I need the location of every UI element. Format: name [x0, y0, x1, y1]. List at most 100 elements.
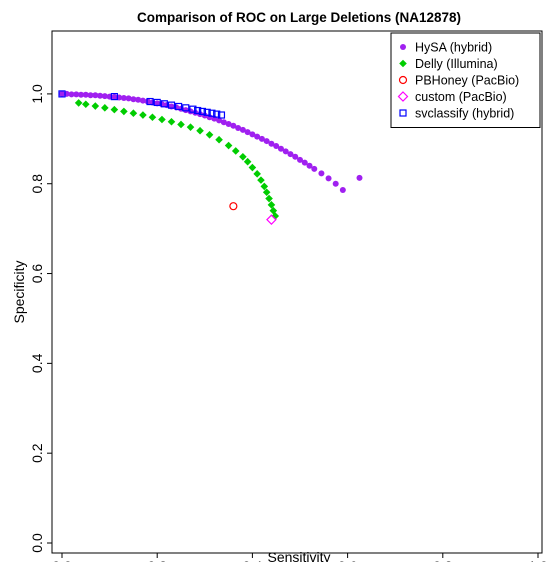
legend-marker	[400, 44, 406, 50]
data-point	[139, 111, 147, 119]
data-point	[249, 131, 256, 138]
legend-box	[390, 32, 541, 128]
data-point	[229, 202, 238, 211]
legend-label: Delly (Illumina)	[415, 57, 498, 71]
data-point	[154, 100, 161, 107]
data-point	[287, 151, 294, 158]
x-axis-label: Sensitivity	[267, 549, 330, 562]
data-point	[153, 98, 161, 107]
legend: HySA (hybrid) Delly (Illumina) PBHoney (Pa…	[390, 32, 541, 128]
data-point	[177, 120, 185, 129]
data-point	[265, 194, 273, 203]
x-tick-label: 1.0	[528, 558, 548, 562]
data-point	[130, 96, 137, 103]
y-tick-label: 0.4	[29, 353, 45, 373]
data-point	[325, 175, 332, 182]
data-point	[208, 109, 216, 117]
series-4	[58, 90, 226, 119]
data-point	[111, 94, 118, 101]
data-point	[311, 165, 318, 172]
data-point	[120, 107, 128, 116]
data-point	[277, 145, 284, 152]
data-point	[235, 125, 242, 132]
data-point	[216, 117, 223, 124]
data-point	[82, 91, 89, 98]
x-axis-ticks: 0.0 0.2 0.4 0.6 0.8 1.0	[52, 553, 548, 562]
data-point	[239, 152, 247, 161]
data-point	[243, 157, 252, 166]
data-point	[269, 206, 278, 215]
series-0	[59, 90, 363, 194]
data-point	[58, 90, 66, 98]
legend-label: svclassify (hybrid)	[415, 107, 514, 121]
data-point	[215, 135, 223, 144]
data-point	[198, 107, 207, 116]
data-point	[125, 95, 132, 102]
data-point	[260, 182, 269, 191]
data-point	[135, 96, 142, 103]
y-tick-label: 0.0	[29, 533, 45, 553]
x-tick-label: 0.6	[338, 558, 358, 562]
data-point	[189, 105, 197, 113]
data-point	[254, 133, 261, 140]
data-point	[186, 123, 195, 131]
data-point	[292, 153, 299, 160]
data-point	[97, 92, 104, 99]
data-point	[224, 141, 233, 150]
data-point	[213, 110, 221, 118]
legend-marker	[397, 91, 409, 102]
y-tick-label: 0.6	[29, 264, 45, 284]
series-1	[74, 99, 280, 220]
data-point	[220, 119, 227, 126]
y-axis-label: Specificity	[11, 260, 27, 323]
data-point	[339, 187, 346, 194]
y-axis-ticks: 0.0 0.2 0.4 0.6 0.8 1.0	[29, 84, 52, 553]
data-point	[263, 138, 270, 145]
data-point	[129, 109, 138, 118]
data-point	[87, 92, 94, 99]
data-point	[146, 97, 154, 106]
data-point	[91, 102, 100, 110]
data-point	[78, 91, 85, 98]
y-tick-label: 1.0	[29, 84, 45, 104]
chart-title: Comparison of ROC on Large Deletions (NA…	[137, 10, 461, 25]
data-point	[248, 163, 257, 172]
data-point	[271, 212, 280, 220]
data-point	[101, 93, 108, 100]
data-point	[257, 176, 265, 184]
data-point	[196, 126, 204, 135]
data-point	[74, 99, 83, 107]
data-point	[120, 94, 127, 101]
data-point	[110, 93, 118, 101]
y-tick-label: 0.8	[29, 174, 45, 194]
data-point	[194, 106, 202, 115]
data-point	[73, 91, 80, 98]
data-point	[182, 104, 190, 112]
legend-label: custom (PacBio)	[415, 90, 507, 104]
series-layer	[58, 90, 363, 226]
data-point	[306, 162, 313, 169]
data-point	[139, 97, 146, 104]
data-point	[267, 201, 276, 209]
data-point	[167, 117, 176, 126]
data-point	[68, 91, 75, 98]
data-point	[148, 113, 157, 122]
data-point	[82, 100, 90, 109]
plot-frame	[51, 30, 543, 554]
data-point	[175, 102, 183, 111]
data-point	[59, 90, 65, 97]
data-point	[158, 115, 166, 124]
data-point	[244, 129, 251, 136]
data-point	[167, 101, 176, 109]
data-point	[262, 188, 271, 197]
data-point	[268, 140, 275, 147]
series-2	[229, 202, 238, 211]
x-tick-label: 0.4	[243, 558, 263, 562]
data-point	[258, 135, 265, 142]
data-point	[318, 170, 325, 177]
legend-marker	[398, 75, 408, 85]
data-point	[231, 147, 240, 155]
data-point	[253, 170, 261, 178]
data-point	[297, 156, 303, 163]
x-tick-label: 0.8	[433, 558, 453, 562]
